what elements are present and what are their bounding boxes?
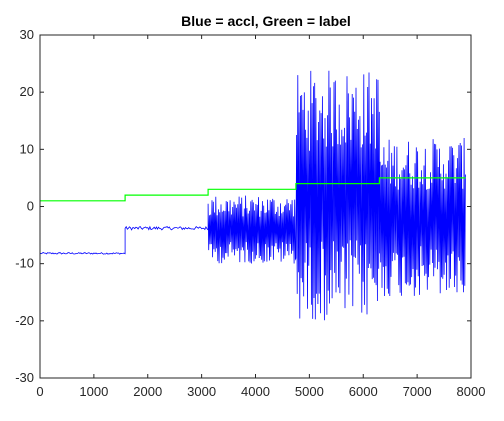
y-tick-label: 10 — [20, 141, 34, 156]
x-tick-label: 2000 — [133, 384, 162, 399]
x-tick-label: 6000 — [349, 384, 378, 399]
y-tick-label: -30 — [15, 370, 34, 385]
y-tick-label: -10 — [15, 256, 34, 271]
plot-content — [39, 70, 466, 321]
x-tick-label: 0 — [36, 384, 43, 399]
x-tick-label: 8000 — [457, 384, 486, 399]
x-tick-label: 5000 — [295, 384, 324, 399]
y-tick-label: 0 — [27, 199, 34, 214]
x-tick-label: 1000 — [79, 384, 108, 399]
y-tick-label: -20 — [15, 313, 34, 328]
x-tick-label: 4000 — [241, 384, 270, 399]
chart-title: Blue = accl, Green = label — [181, 13, 351, 29]
y-tick-label: 20 — [20, 84, 34, 99]
series-accl-line — [39, 70, 466, 321]
x-tick-label: 7000 — [403, 384, 432, 399]
x-axis-ticks: 0 1000 2000 3000 4000 5000 6000 7000 8000 — [36, 35, 485, 399]
series-label-line — [40, 177, 466, 202]
y-axis-ticks: 30 20 10 0 -10 -20 -30 — [15, 27, 471, 385]
x-tick-label: 3000 — [187, 384, 216, 399]
y-tick-label: 30 — [20, 27, 34, 42]
